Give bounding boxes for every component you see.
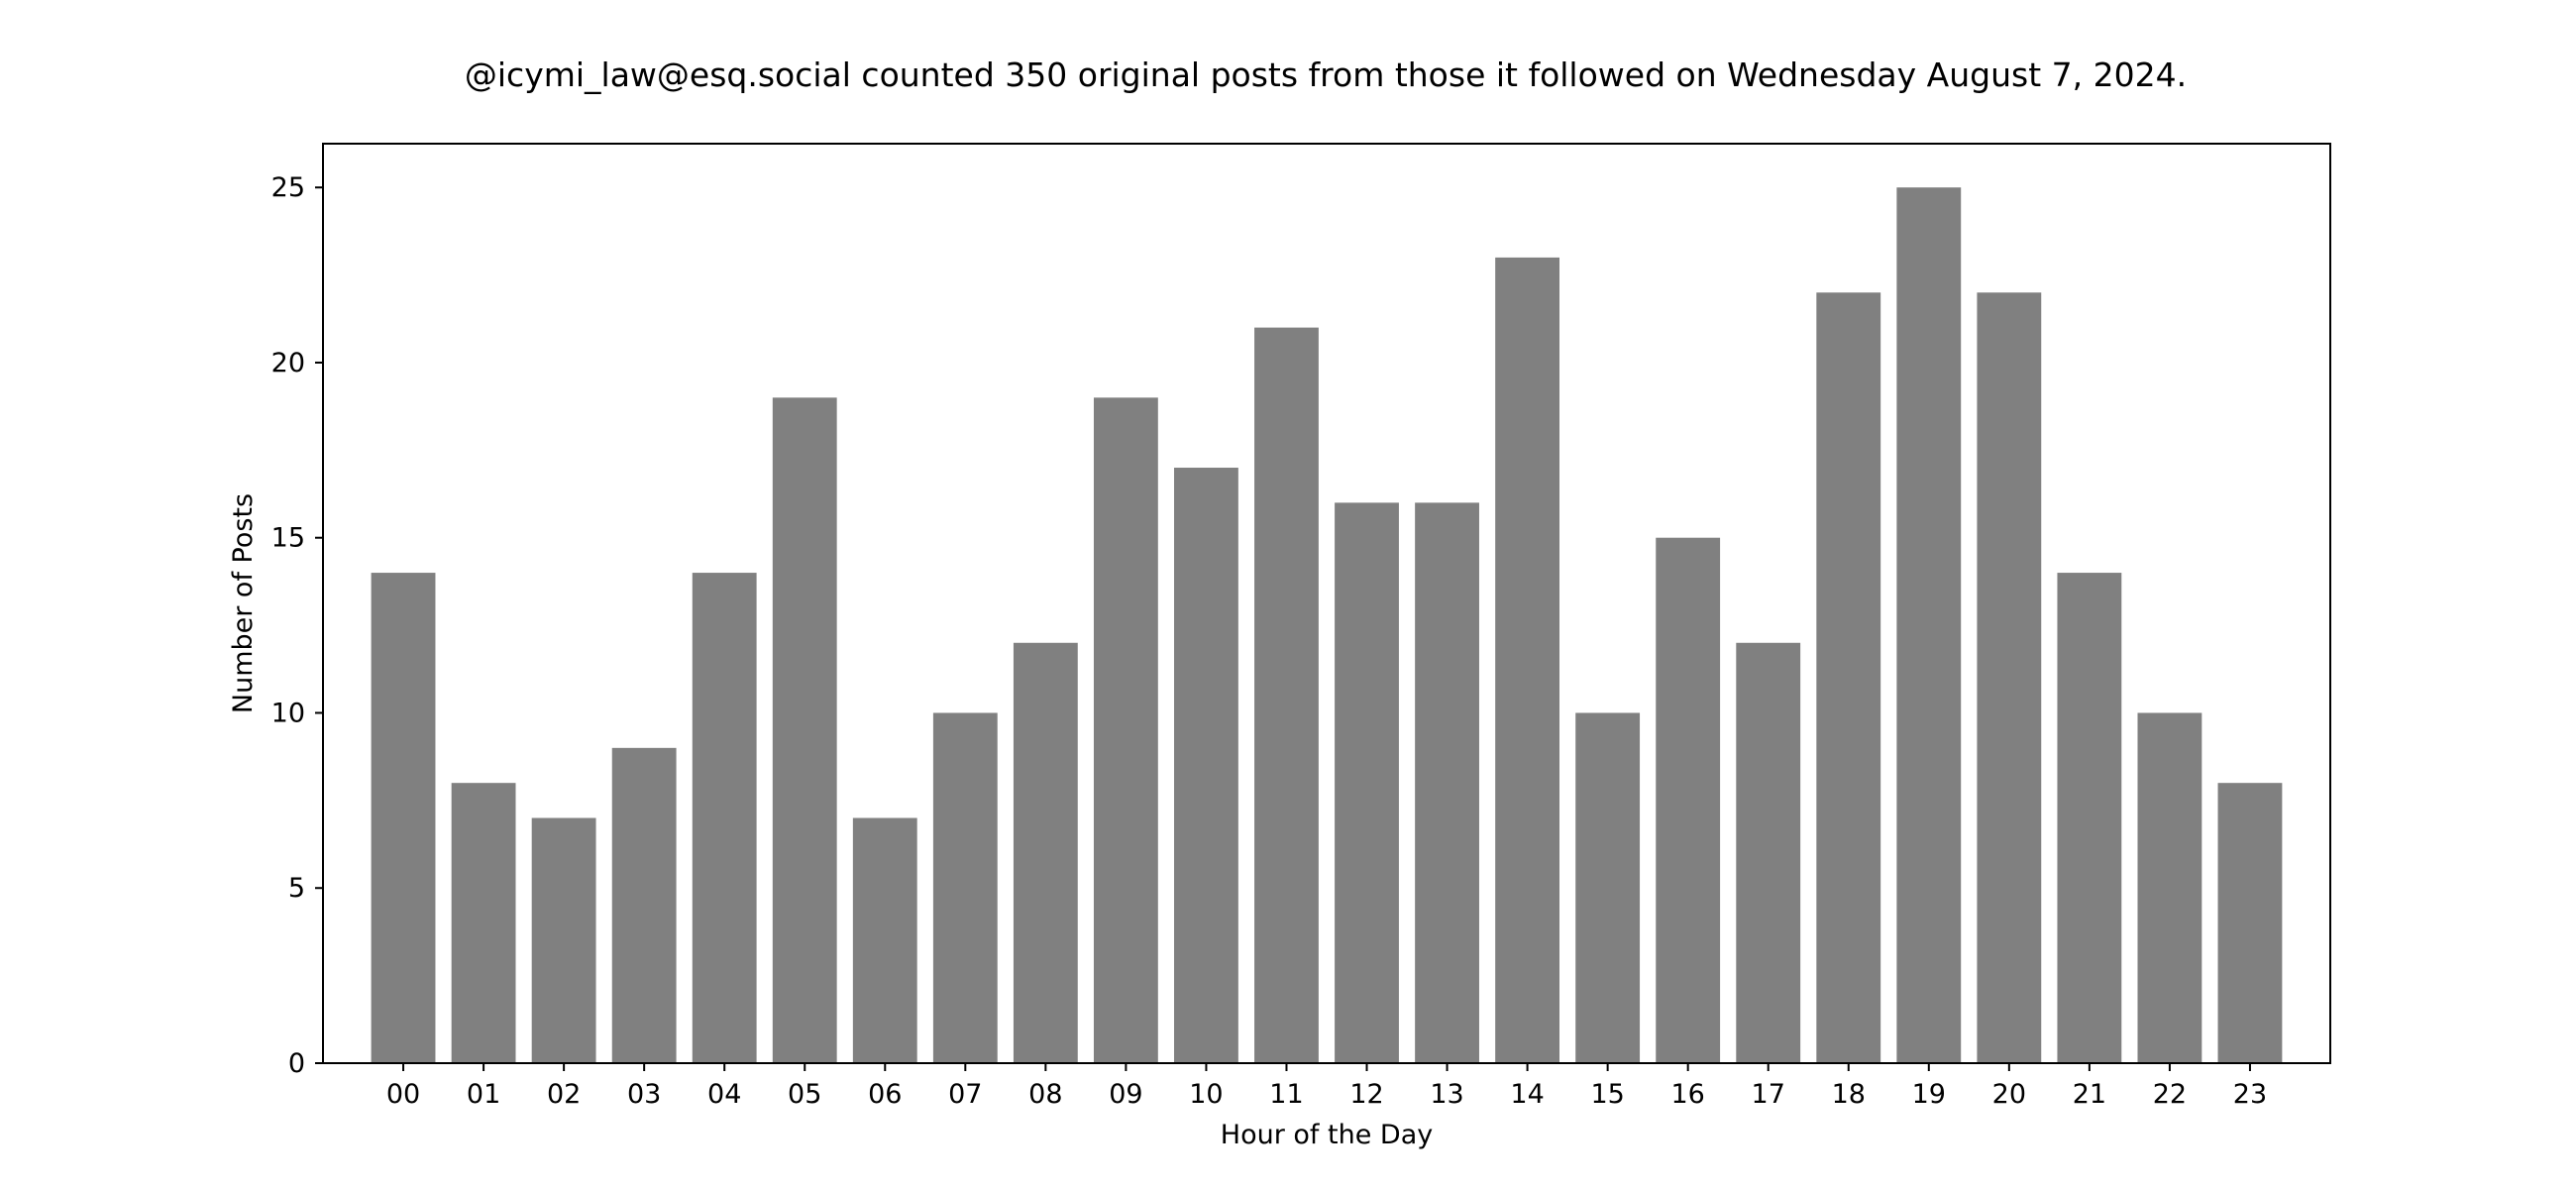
x-tick-label: 14: [1510, 1079, 1544, 1110]
bar-00: [371, 573, 436, 1063]
x-tick-label: 04: [707, 1079, 741, 1110]
bar-18: [1816, 292, 1881, 1063]
bar-19: [1896, 187, 1962, 1063]
bar-20: [1977, 292, 2042, 1063]
x-tick-label: 05: [788, 1079, 821, 1110]
x-tick-label: 09: [1109, 1079, 1142, 1110]
bar-10: [1174, 468, 1238, 1063]
bar-23: [2217, 783, 2283, 1063]
x-tick-label: 17: [1752, 1079, 1785, 1110]
bar-04: [692, 573, 757, 1063]
x-tick-label: 12: [1349, 1079, 1383, 1110]
bar-17: [1736, 642, 1801, 1063]
x-tick-label: 10: [1189, 1079, 1223, 1110]
x-tick-label: 21: [2073, 1079, 2106, 1110]
x-tick-label: 07: [948, 1079, 982, 1110]
y-tick-label: 5: [288, 873, 305, 904]
x-tick-label: 11: [1269, 1079, 1303, 1110]
x-axis: 00 01 02 03 04 05 06 07 08 09 10 11 12 13 14 15 16 17 18 19…: [386, 1063, 2267, 1110]
y-tick-label: 20: [271, 348, 305, 378]
bar-13: [1415, 502, 1479, 1063]
bar-16: [1656, 537, 1721, 1063]
x-tick-label: 06: [868, 1079, 902, 1110]
y-tick-label: 15: [271, 523, 305, 554]
bar-09: [1093, 397, 1158, 1063]
bars: [371, 187, 2283, 1064]
x-tick-label: 19: [1912, 1079, 1946, 1110]
y-tick-label: 25: [271, 172, 305, 203]
bar-02: [531, 817, 596, 1063]
x-tick-label: 01: [467, 1079, 500, 1110]
bar-03: [611, 747, 677, 1063]
x-tick-label: 16: [1671, 1079, 1705, 1110]
bar-01: [451, 783, 516, 1063]
y-axis-label: Number of Posts: [228, 493, 259, 713]
plot-frame: [322, 143, 2331, 1064]
x-tick-label: 02: [547, 1079, 581, 1110]
bar-08: [1013, 642, 1078, 1063]
x-tick-label: 13: [1430, 1079, 1463, 1110]
x-axis-label: Hour of the Day: [1221, 1120, 1433, 1150]
x-tick-label: 18: [1832, 1079, 1866, 1110]
y-axis: 0 5 10 15 20 25: [271, 172, 323, 1079]
x-tick-label: 20: [1992, 1079, 2026, 1110]
y-tick-label: 10: [271, 698, 305, 728]
bar-05: [772, 397, 837, 1063]
chart-title: @icymi_law@esq.social counted 350 origin…: [465, 55, 2187, 94]
x-tick-label: 22: [2153, 1079, 2187, 1110]
bar-15: [1575, 712, 1641, 1063]
bar-11: [1254, 327, 1319, 1064]
bar-12: [1335, 502, 1399, 1063]
bar-22: [2137, 712, 2202, 1063]
bar-21: [2057, 573, 2122, 1063]
x-tick-label: 23: [2233, 1079, 2267, 1110]
bar-07: [932, 712, 998, 1063]
bar-14: [1495, 257, 1560, 1063]
x-tick-label: 00: [386, 1079, 420, 1110]
x-tick-label: 15: [1590, 1079, 1624, 1110]
x-tick-label: 03: [627, 1079, 661, 1110]
y-tick-label: 0: [288, 1048, 305, 1079]
bar-06: [852, 817, 917, 1063]
x-tick-label: 08: [1028, 1079, 1062, 1110]
